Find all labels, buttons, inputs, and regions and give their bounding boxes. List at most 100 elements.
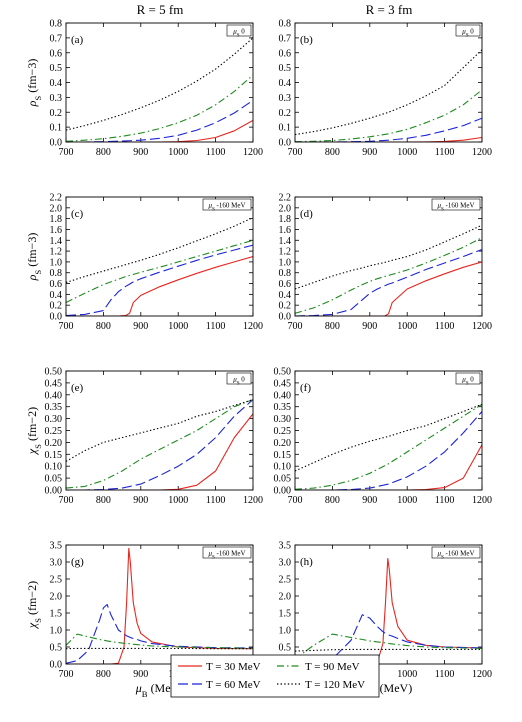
mu-label-rest: 0 [469,376,475,384]
mu-label-rest: -160 MeV [215,202,246,210]
x-tick-label: 1100 [435,495,455,506]
x-tick-label: 700 [59,495,74,506]
y-tick-label: 3.0 [50,558,63,569]
panel-label: (f) [300,382,311,394]
series-line-90mev [295,633,482,660]
y-tick-label: 0.6 [279,48,292,59]
y-tick-label: 0.30 [274,414,292,425]
y-tick-label: 0.2 [50,108,63,119]
y-tick-label: 2.0 [279,203,292,214]
series-line-30mev [295,261,482,316]
series-line-90mev [295,237,482,314]
mu-label-subscript: S [212,554,215,560]
x-tick-label: 800 [96,495,111,506]
x-tick-label: 700 [288,147,303,158]
mu-label-rest: 0 [469,28,475,36]
series-line-30mev [295,558,482,664]
x-tick-label: 1200 [472,321,492,332]
panel-a: 0.0 0.1 0.2 0.3 0.4 0.5 0.6 0.7 0.8 700 800 900 1000… [25,19,263,159]
mu-label-box [431,198,481,211]
x-tick-label: 1000 [168,321,188,332]
x-tick-label: 900 [133,321,148,332]
mu-label-rest: 0 [240,376,246,384]
mu-label-box [226,24,252,37]
y-tick-label: 1.2 [279,247,292,258]
x-tick-label: 1100 [206,147,226,158]
plot-frame [65,370,254,491]
y-tick-label: 0.5 [279,63,292,74]
mu-label-subscript: S [441,206,444,212]
x-tick-label: 1200 [243,321,263,332]
y-tick-label: 0.6 [50,48,63,59]
y-tick-label: 0.6 [279,279,292,290]
y-tick-label: 0.3 [279,93,292,104]
mu-label-rest: -160 MeV [444,550,475,558]
y-tick-label: 2.0 [279,592,292,603]
y-tick-label: 0.0 [50,138,63,149]
series-line-90mev [66,74,253,142]
y-tick-label: 0.20 [274,438,292,449]
x-tick-label: 1100 [435,321,455,332]
mu-label: μS -160 MeV [437,550,474,561]
y-tick-label: 0.7 [50,33,63,44]
y-tick-label: 1.5 [50,609,63,620]
series-line-30mev [295,136,482,142]
x-axis-label-rest: (MeV) [377,681,413,695]
mu-label-subscript: S [466,32,469,38]
series-line-60mev [295,117,482,142]
y-tick-label: 1.8 [279,214,292,225]
y-tick-label: 0.30 [45,414,63,425]
mu-label-subscript: S [237,32,240,38]
y-tick-label: 0.40 [274,390,292,401]
x-tick-label: 1000 [397,669,417,680]
y-tick-label: 0.2 [279,108,292,119]
y-tick-label: 1.8 [50,214,63,225]
plot-frame [294,196,483,317]
mu-label-box [202,546,252,559]
mu-label-symbol: μ [437,202,441,210]
x-tick-label: 1200 [472,495,492,506]
y-tick-label: 0.5 [50,643,63,654]
series-line-120mev [66,399,253,462]
y-tick-label: 0.8 [279,268,292,279]
plot-frame [65,544,254,665]
x-tick-label: 800 [96,321,111,332]
x-tick-label: 1000 [397,147,417,158]
panel-label: (c) [71,208,84,220]
series-line-120mev [295,224,482,290]
x-tick-label: 800 [96,147,111,158]
y-axis-label-subscript: S [33,618,43,623]
series-line-60mev [295,411,482,490]
y-tick-label: 0.45 [45,378,63,389]
y-tick-label: 2.2 [50,193,63,204]
y-tick-label: 1.6 [279,225,292,236]
series-line-90mev [295,89,482,142]
y-axis-label-symbol: ρ [25,274,39,281]
y-tick-label: 0.0 [50,660,63,671]
y-tick-label: 1.0 [50,626,63,637]
y-tick-label: 1.0 [50,257,63,268]
x-tick-label: 900 [362,495,377,506]
y-tick-label: 2.2 [279,193,292,204]
y-tick-label: 0.7 [279,33,292,44]
y-tick-label: 0.05 [45,474,63,485]
panel-label: (e) [71,382,84,394]
y-tick-label: 0.8 [50,268,63,279]
x-tick-label: 800 [325,321,340,332]
series-line-120mev [295,403,482,472]
y-tick-label: 0.5 [279,643,292,654]
y-tick-label: 3.5 [279,541,292,552]
x-axis-label-subscript: B [142,689,148,699]
mu-label: μS 0 [233,376,245,387]
x-tick-label: 700 [59,669,74,680]
series-line-90mev [66,633,253,649]
y-axis-label-rest: (fm−3) [25,233,39,270]
y-axis-label-subscript: S [33,444,43,449]
panel-c: 0.00.20.40.60.81.01.21.41.61.82.02.2 700 8… [25,193,263,333]
mu-label: μS -160 MeV [208,550,245,561]
mu-label-symbol: μ [233,28,237,36]
x-tick-label: 900 [362,147,377,158]
y-tick-label: 3.0 [279,558,292,569]
panel-b: 0.0 0.1 0.2 0.3 0.4 0.5 0.6 0.7 0.8 700 800 900 1000… [279,19,493,159]
mu-label-symbol: μ [233,376,237,384]
